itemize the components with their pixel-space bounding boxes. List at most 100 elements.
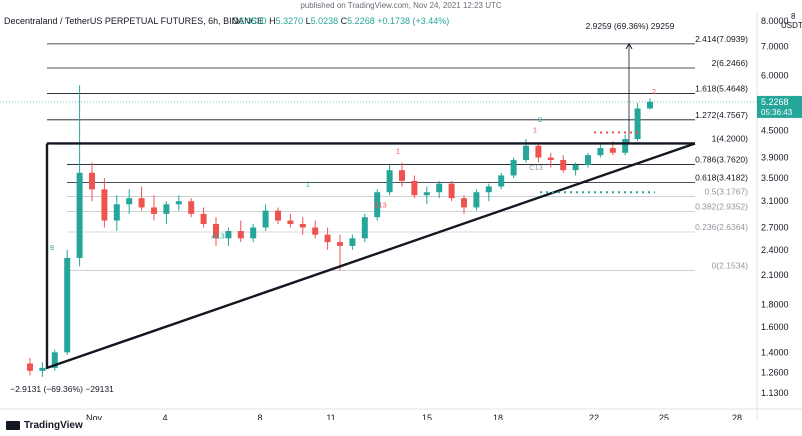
candle-body xyxy=(622,139,629,153)
published-caption: published on TradingView.com, Nov 24, 20… xyxy=(300,1,502,10)
candle-body xyxy=(386,170,393,193)
measure-up-label: 2.9259 (69.36%) 29259 xyxy=(586,21,675,31)
candle-body xyxy=(523,145,529,161)
price-tick-label: 1.8000 xyxy=(761,300,789,310)
candle-body xyxy=(337,242,343,246)
fib-level-label: 0.236(2.6364) xyxy=(695,222,748,232)
measure-arrow-head-icon xyxy=(625,42,633,50)
candle-body xyxy=(597,148,604,156)
time-tick-label: 22 xyxy=(589,413,599,420)
open-value: 5.0530 xyxy=(239,16,267,26)
price-tick-label: 3.9000 xyxy=(761,153,789,163)
axis-top-mark: 8 xyxy=(791,12,796,21)
candle-body xyxy=(312,227,319,235)
candle-body xyxy=(585,155,591,166)
price-tick-label: 3.5000 xyxy=(761,173,789,183)
price-tick-label: 8.0000 xyxy=(761,16,789,26)
low-value: 5.0238 xyxy=(310,16,339,26)
candle-body xyxy=(225,231,232,239)
time-tick-label: 18 xyxy=(493,413,503,420)
price-tick-label: 2.4000 xyxy=(761,245,789,255)
price-tick-label: 1.2600 xyxy=(761,367,789,377)
candle-body xyxy=(485,186,492,193)
price-tag-box xyxy=(757,95,802,118)
price-tick-label: 1.4000 xyxy=(761,347,789,357)
candle-body xyxy=(399,170,405,181)
sequential-count-label: S13 xyxy=(373,200,386,209)
ohlc-readout: O5.0530 H5.3270 L5.0238 C5.2268 +0.1738 … xyxy=(232,16,449,26)
price-tick-label: 3.1000 xyxy=(761,196,789,206)
sequential-count-label: 1 xyxy=(396,147,400,156)
sequential-count-label: 9 xyxy=(538,115,542,124)
close-label: C xyxy=(340,16,348,26)
candle-body xyxy=(287,220,294,224)
price-tick-label: 7.0000 xyxy=(761,41,789,51)
candle-body xyxy=(250,227,257,239)
candle-body xyxy=(89,172,95,190)
candle-body xyxy=(39,367,46,371)
fib-level-label: 1.272(4.7567) xyxy=(695,110,748,120)
price-tick-label: 4.5000 xyxy=(761,125,789,135)
fib-level-label: 2(6.2466) xyxy=(712,58,749,68)
footer: TradingView xyxy=(6,420,83,431)
low-label: L xyxy=(305,16,311,26)
candle-body xyxy=(113,204,120,221)
candle-body xyxy=(411,180,418,196)
fib-level-label: 2.414(7.0939) xyxy=(695,34,748,44)
price-tick-label: 2.7000 xyxy=(761,222,789,232)
candle-body xyxy=(461,198,467,208)
candle-body xyxy=(126,198,133,205)
fib-level-label: 0.786(3.7620) xyxy=(695,154,748,164)
candle-body xyxy=(163,204,170,214)
open-label: O xyxy=(232,16,240,26)
sequential-count-label: 1 xyxy=(306,179,310,188)
candle-body xyxy=(275,210,281,221)
candle-body xyxy=(547,157,554,161)
candle-body xyxy=(535,145,542,158)
price-tag-countdown: 05:36:43 xyxy=(761,108,793,117)
candle-body xyxy=(237,231,244,239)
high-value: 5.3270 xyxy=(275,16,304,26)
fib-level-label: 0.5(3.1767) xyxy=(705,187,749,197)
time-tick-label: 4 xyxy=(162,413,167,420)
candle-body xyxy=(200,213,207,224)
time-tick-label: 8 xyxy=(257,413,262,420)
fib-level-label: 0.618(3.4182) xyxy=(695,173,748,183)
candle-body xyxy=(64,257,71,353)
price-tick-label: 1.1300 xyxy=(761,388,789,398)
candle-body xyxy=(138,198,145,208)
time-tick-label: 28 xyxy=(732,413,742,420)
fib-level-label: 0(2.1534) xyxy=(712,260,749,270)
time-tick-label: 11 xyxy=(326,413,335,420)
candle-body xyxy=(27,363,33,371)
candle-body xyxy=(634,108,641,140)
sequential-count-label: 9 xyxy=(50,243,54,252)
candle-body xyxy=(213,223,219,239)
close-value: 5.2268 xyxy=(347,16,375,26)
chart-area[interactable]: 8.00007.00006.00005.00004.50003.90003.50… xyxy=(0,12,802,420)
time-tick-label: 15 xyxy=(422,413,432,420)
candle-body xyxy=(349,238,356,246)
candle-body xyxy=(510,160,517,176)
candle-body xyxy=(448,183,455,199)
sequential-count-label: 2 xyxy=(652,87,656,96)
symbol-title: Decentraland / TetherUS PERPETUAL FUTURE… xyxy=(4,16,264,26)
candle-body xyxy=(175,201,182,205)
candle-body xyxy=(473,192,480,208)
price-tick-label: 6.0000 xyxy=(761,71,789,81)
candle-body xyxy=(436,183,443,193)
footer-logo-text: TradingView xyxy=(24,420,83,431)
tradingview-logo-icon xyxy=(6,421,20,430)
candle-body xyxy=(572,165,579,171)
change-value: +0.1738 (+3.44%) xyxy=(377,16,450,26)
candle-body xyxy=(188,201,195,214)
candle-body xyxy=(361,217,368,239)
candle-body xyxy=(423,192,430,196)
candle-body xyxy=(101,189,108,221)
candle-body xyxy=(609,148,616,153)
sequential-count-label: C13 xyxy=(529,163,543,172)
high-label: H xyxy=(269,16,276,26)
time-tick-label: 25 xyxy=(659,413,669,420)
candle-body xyxy=(51,352,58,368)
currency-label: USDT xyxy=(781,21,802,30)
